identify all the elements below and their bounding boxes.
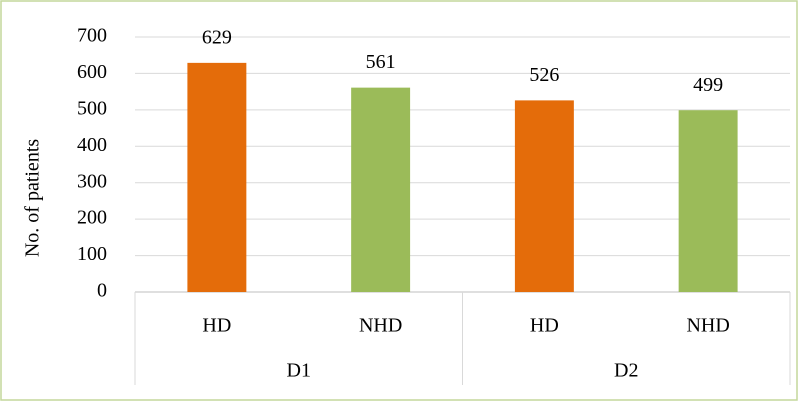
group-label: D1 — [287, 360, 311, 382]
bar — [678, 110, 738, 292]
x-tick-label: HD — [202, 315, 231, 337]
data-label: 499 — [693, 74, 723, 96]
bar — [187, 62, 247, 292]
bar — [351, 87, 411, 292]
y-tick-label: 600 — [77, 61, 107, 83]
group-label: D2 — [614, 360, 638, 382]
y-tick-label: 200 — [77, 207, 107, 229]
bar — [514, 100, 574, 292]
x-tick-label: NHD — [686, 315, 729, 337]
y-tick-label: 700 — [77, 25, 107, 47]
x-tick-label: NHD — [359, 315, 402, 337]
y-tick-label: 500 — [77, 97, 107, 119]
x-tick-label: HD — [530, 315, 559, 337]
data-label: 561 — [366, 51, 396, 73]
y-axis-label: No. of patients — [22, 139, 44, 258]
y-tick-label: 400 — [77, 134, 107, 156]
data-label: 629 — [202, 26, 232, 48]
y-tick-label: 0 — [97, 280, 107, 302]
y-tick-label: 300 — [77, 170, 107, 192]
data-label: 526 — [529, 64, 559, 86]
y-tick-label: 100 — [77, 243, 107, 265]
